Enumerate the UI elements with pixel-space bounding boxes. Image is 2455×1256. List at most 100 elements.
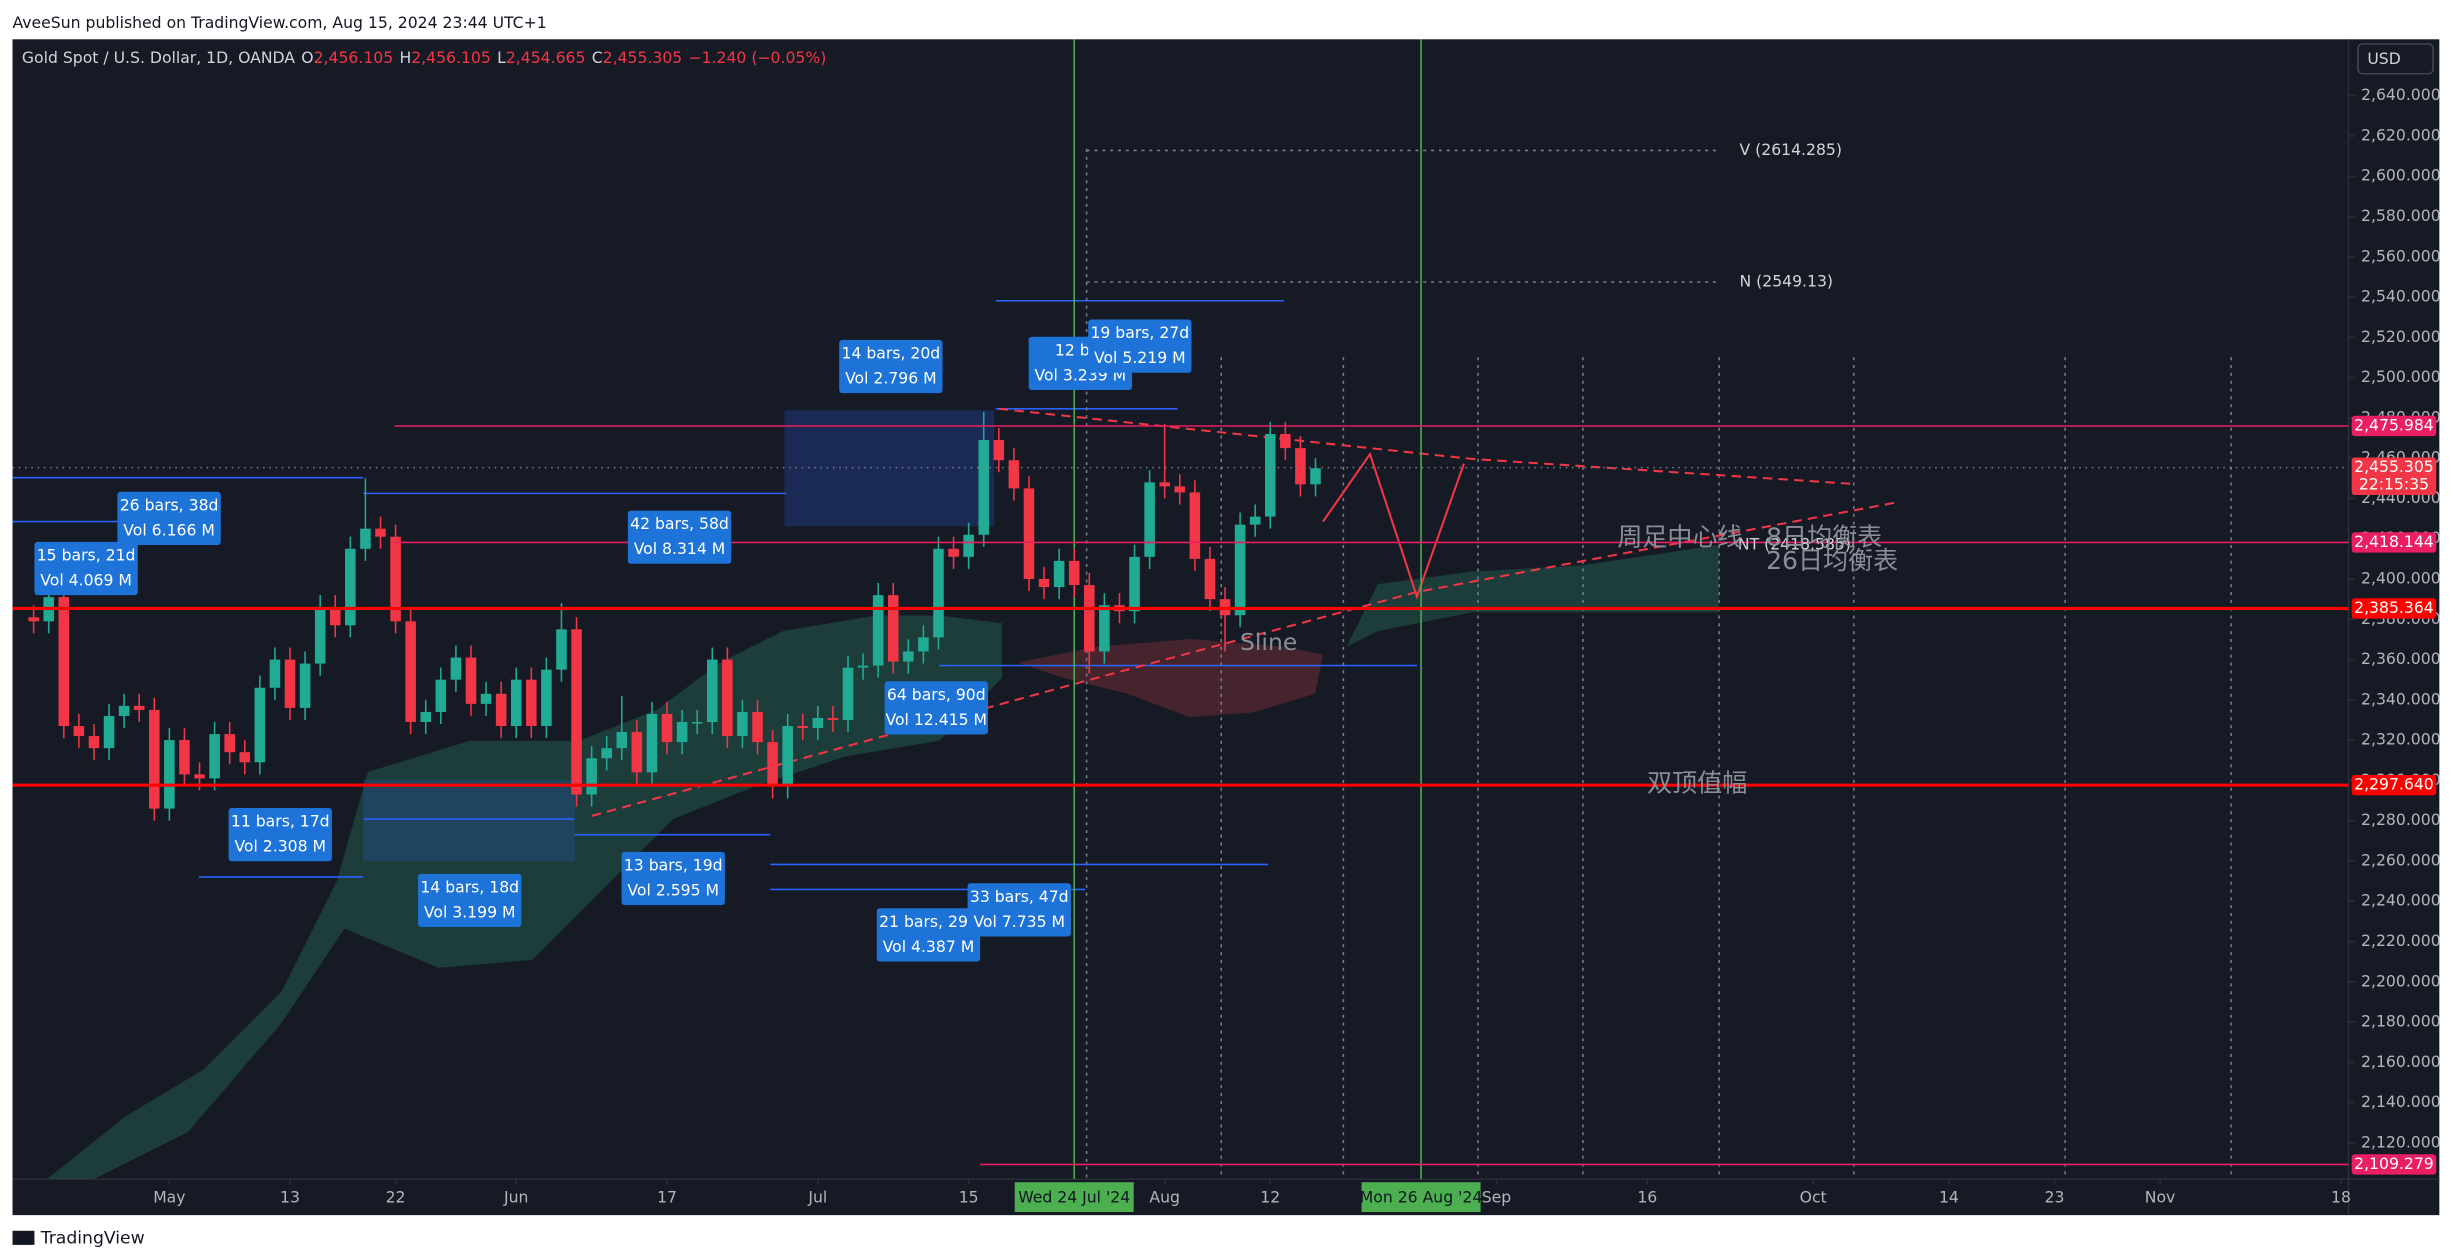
cloud <box>1346 545 1720 647</box>
ohlc-key: C <box>592 48 603 67</box>
y-tick-label: 2,200.000 <box>2361 971 2441 990</box>
price-label-bg <box>2351 1154 2437 1175</box>
candle-body <box>691 721 703 724</box>
measure-text: 13 bars, 19d <box>624 855 723 874</box>
candle-body <box>28 617 39 622</box>
ohlc-value: 2,455.305 <box>603 48 683 67</box>
candle-body <box>827 717 839 720</box>
measure-text: Vol 6.166 M <box>123 520 215 539</box>
measure-box <box>876 908 981 962</box>
candle-body <box>752 711 763 743</box>
y-tick-label: 2,320.000 <box>2361 730 2441 749</box>
annotation: Sline <box>1240 628 1297 656</box>
candle-body <box>118 705 130 716</box>
y-tick-label: 2,540.000 <box>2361 287 2441 306</box>
candle-body <box>435 679 447 712</box>
ohlc-value: 2,456.105 <box>314 48 394 67</box>
price-label-bg <box>2351 532 2437 553</box>
x-tick-label: May <box>153 1187 185 1206</box>
candle-body <box>722 659 733 737</box>
y-tick-label: 2,180.000 <box>2361 1012 2441 1031</box>
candle-body <box>1234 524 1246 616</box>
price-label: 2,385.364 <box>2354 598 2434 617</box>
time-marker-label: Mon 26 Aug '24 <box>1360 1187 1483 1206</box>
price-countdown: 22:15:35 <box>2359 474 2429 493</box>
candle-body <box>510 679 522 727</box>
candle-body <box>239 752 251 763</box>
candle-body <box>1189 492 1201 559</box>
measure-box <box>839 339 943 394</box>
candle-body <box>903 651 914 662</box>
candle-body <box>1204 558 1216 600</box>
annotation: 双顶值幅 <box>1647 769 1747 798</box>
x-tick-label: Jun <box>503 1187 528 1206</box>
candle-body <box>1053 560 1065 588</box>
x-tick-label: 18 <box>2331 1187 2351 1206</box>
measure-box <box>34 541 138 596</box>
annotation: NT (2418.585) <box>1738 535 1851 554</box>
cloud <box>1017 638 1324 718</box>
y-tick-label: 2,140.000 <box>2361 1092 2441 1111</box>
measure-text: 26 bars, 38d <box>120 495 219 514</box>
y-tick-label: 2,520.000 <box>2361 327 2441 346</box>
candle-body <box>1068 560 1080 586</box>
measure-text: Vol 2.308 M <box>234 837 326 856</box>
x-tick-label: 15 <box>959 1187 979 1206</box>
y-tick-label: 2,620.000 <box>2361 125 2441 144</box>
ohlc-key: O <box>301 48 313 67</box>
footer-logo <box>12 1230 35 1245</box>
price-label: 2,455.305 <box>2354 457 2434 476</box>
candle-body <box>58 597 70 727</box>
measure-text: Vol 2.796 M <box>845 369 937 388</box>
candle-body <box>450 657 462 680</box>
measure-text: 21 bars, 29d <box>879 912 978 931</box>
measure-box <box>621 851 725 906</box>
candle-body <box>586 758 597 795</box>
candle-body <box>601 748 612 759</box>
time-marker-bg <box>1361 1182 1481 1213</box>
candle-body <box>933 548 944 638</box>
measure-text: 15 bars, 21d <box>37 545 136 564</box>
x-tick-label: 23 <box>2045 1187 2065 1206</box>
annotation: 周足中心线 <box>1617 523 1742 552</box>
measure-text: Vol 2.595 M <box>627 881 719 900</box>
candle-body <box>1310 468 1321 485</box>
price-label: 2,418.144 <box>2354 532 2434 551</box>
chart-background <box>12 39 2440 1216</box>
candle-body <box>571 629 582 795</box>
price-label: 2,109.279 <box>2354 1154 2434 1173</box>
candle-body <box>314 607 326 664</box>
measure-text: 19 bars, 27d <box>1090 323 1189 342</box>
candle-body <box>872 595 884 666</box>
y-tick-label: 2,500.000 <box>2361 367 2441 386</box>
price-label: 2,297.640 <box>2354 775 2434 794</box>
price-label: 2,475.984 <box>2354 415 2434 434</box>
y-tick-label: 2,640.000 <box>2361 85 2441 104</box>
currency: USD <box>2367 49 2400 68</box>
candle-body <box>329 607 341 626</box>
measure-text: Vol 4.387 M <box>883 937 975 956</box>
annotation: N (2549.13) <box>1739 271 1833 290</box>
time-marker-label: Wed 24 Jul '24 <box>1018 1187 1130 1206</box>
measure-text: 14 bars, 20d <box>842 344 941 363</box>
ohlc-value: 2,454.665 <box>506 48 586 67</box>
candle-body <box>224 734 235 753</box>
annotation: 26日均衡表 <box>1766 546 1898 575</box>
y-tick-label: 2,580.000 <box>2361 206 2441 225</box>
range-box <box>363 779 575 862</box>
y-tick-label: 2,160.000 <box>2361 1052 2441 1071</box>
candle-body <box>420 711 432 722</box>
candle-body <box>164 740 175 809</box>
candle-body <box>1038 579 1050 588</box>
x-tick-label: Nov <box>2145 1187 2176 1206</box>
candle-body <box>616 732 628 749</box>
measure-text: 42 bars, 58d <box>630 514 729 533</box>
price-label-bg <box>2351 598 2437 619</box>
candle-body <box>963 534 974 557</box>
candle-body <box>495 693 507 727</box>
measure-text: Vol 12.415 M <box>885 710 987 729</box>
x-tick-label: 14 <box>1939 1187 1959 1206</box>
x-tick-label: 17 <box>657 1187 677 1206</box>
